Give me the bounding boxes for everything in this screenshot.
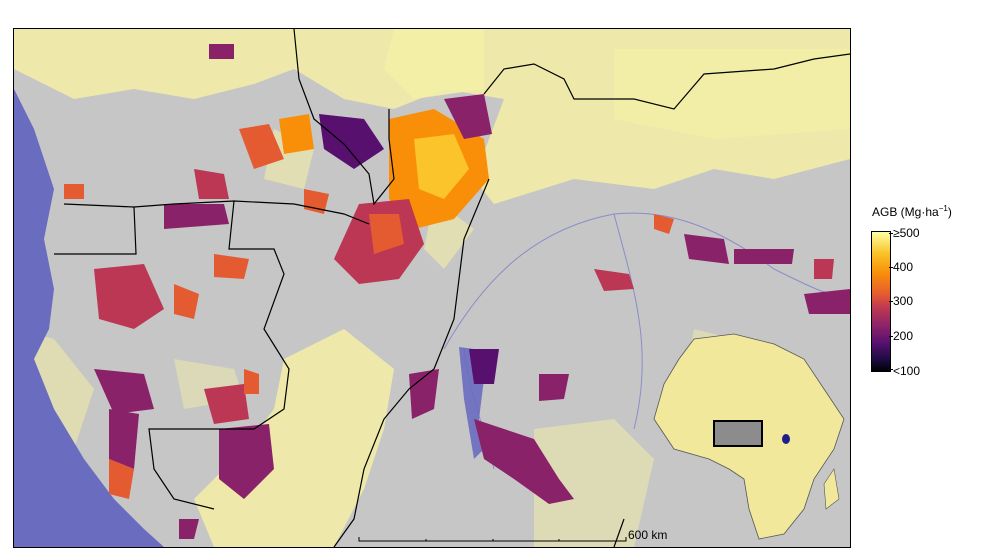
national-borders (54, 29, 850, 547)
biomass-patches (64, 44, 850, 539)
inset-extent-box (713, 420, 763, 447)
colorbar-tick-500: ≥500 (893, 226, 920, 240)
colorbar-tick-mark (889, 336, 893, 337)
scale-bar (358, 537, 627, 542)
map-frame[interactable] (13, 28, 851, 548)
colorbar-tick-200: 200 (893, 329, 914, 343)
colorbar-tick-mark (889, 267, 893, 268)
agb-colorbar (871, 231, 891, 372)
colorbar-tick-400: 400 (893, 260, 914, 274)
legend-title: AGB (Mg·ha−1) (872, 204, 952, 219)
colorbar-tick-mark (889, 369, 893, 370)
africa-inset (653, 333, 845, 540)
colorbar-tick-mark (889, 233, 893, 234)
scale-bar-label: 600 km (628, 528, 668, 542)
lake-victoria (782, 434, 790, 444)
colorbar-tick-300: 300 (893, 294, 914, 308)
colorbar-tick-100: <100 (893, 364, 921, 378)
atlantic-ocean (14, 89, 164, 547)
colorbar-tick-mark (889, 301, 893, 302)
biomass-map[interactable] (14, 29, 850, 547)
